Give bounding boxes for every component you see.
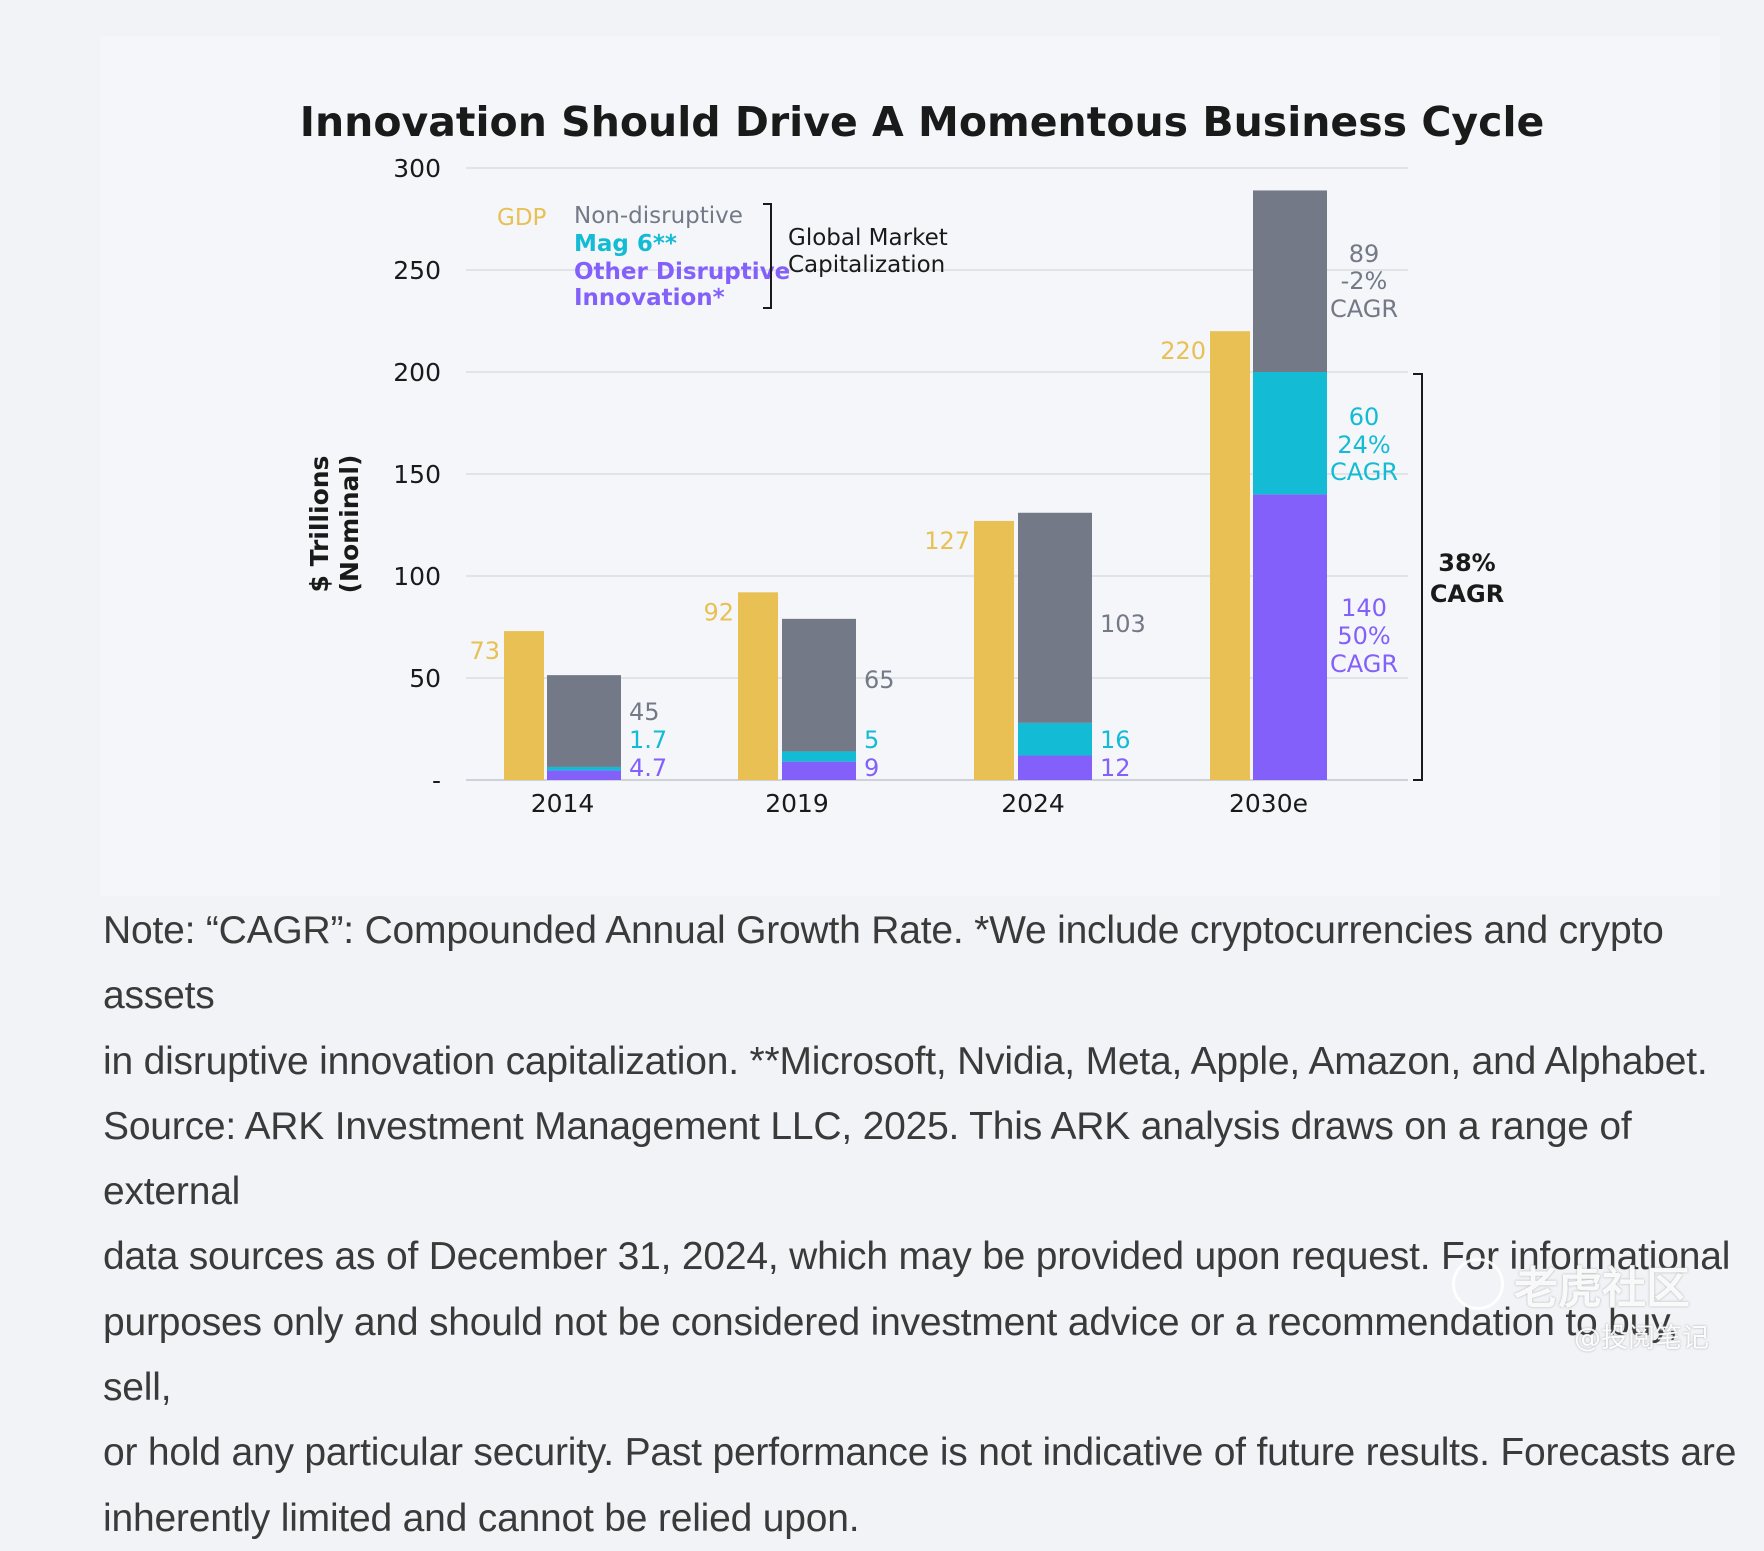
other-disruptive-bar-segment <box>782 761 856 780</box>
mag6-value-label: 24% <box>1337 431 1390 459</box>
chart-svg: Innovation Should Drive A Momentous Busi… <box>300 98 1545 818</box>
y-tick-label: 200 <box>393 358 441 387</box>
y-axis-ticks: 300 250 200 150 100 50 - <box>393 154 441 795</box>
y-axis-title: $ Trillions (Nominal) <box>305 455 364 594</box>
other-disruptive-value-label: 9 <box>864 754 879 782</box>
mag6-bar-segment <box>547 766 621 771</box>
cagr-bracket <box>1413 373 1423 781</box>
mag6-bar-segment <box>782 751 856 762</box>
other-disruptive-bar-segment <box>1018 755 1092 780</box>
legend-bracket <box>763 203 772 309</box>
non-disruptive-value-label: 103 <box>1100 610 1146 638</box>
x-tick-label: 2030e <box>1229 789 1308 818</box>
other-disruptive-value-label: 50% <box>1337 622 1390 650</box>
footnote-line: Source: ARK Investment Management LLC, 2… <box>103 1104 1632 1214</box>
mag6-value-label: CAGR <box>1330 458 1398 486</box>
mag6-value-label: 1.7 <box>629 726 667 754</box>
y-tick-label: 300 <box>393 154 441 183</box>
gdp-bar <box>1210 331 1250 780</box>
other-disruptive-value-label: 140 <box>1341 594 1387 622</box>
non-disruptive-bar-segment <box>1253 190 1327 372</box>
other-disruptive-bar-segment <box>547 770 621 780</box>
y-axis-title-line2: (Nominal) <box>335 455 364 594</box>
value-labels: 7392127220451.74.76559103161289-2%CAGR60… <box>469 240 1398 782</box>
gdp-value-label: 127 <box>924 527 970 555</box>
non-disruptive-bar-segment <box>1018 512 1092 723</box>
x-axis-ticks: 2014 2019 2024 2030e <box>531 789 1308 818</box>
legend-mag6: Mag 6** <box>574 231 677 257</box>
gridlines <box>466 167 1408 781</box>
bars <box>504 190 1327 780</box>
other-disruptive-value-label: 12 <box>1100 754 1131 782</box>
footnote-line: inherently limited and cannot be relied … <box>103 1496 860 1540</box>
gdp-value-label: 220 <box>1160 337 1206 365</box>
y-tick-label: 50 <box>409 664 441 693</box>
cagr-bracket-label-line2: CAGR <box>1430 580 1504 608</box>
non-disruptive-bar-segment <box>782 618 856 752</box>
gdp-bar <box>738 592 778 780</box>
y-tick-label: 100 <box>393 562 441 591</box>
legend-gdp: GDP <box>497 205 547 231</box>
cagr-bracket-label-line1: 38% <box>1438 549 1495 577</box>
footnote-line: purposes only and should not be consider… <box>103 1300 1679 1410</box>
other-disruptive-value-label: CAGR <box>1330 650 1398 678</box>
footnote-line: data sources as of December 31, 2024, wh… <box>103 1235 1731 1279</box>
footnote-line: or hold any particular security. Past pe… <box>103 1431 1737 1475</box>
non-disruptive-value-label: CAGR <box>1330 295 1398 323</box>
footnote-line: in disruptive innovation capitalization.… <box>103 1039 1708 1083</box>
legend: GDP Non-disruptive Mag 6** Other Disrupt… <box>497 203 948 311</box>
x-tick-label: 2014 <box>531 789 595 818</box>
gdp-bar <box>974 520 1014 780</box>
other-disruptive-value-label: 4.7 <box>629 754 667 782</box>
mag6-bar-segment <box>1018 722 1092 756</box>
legend-other-line2: Innovation* <box>574 285 725 311</box>
y-tick-label: 250 <box>393 256 441 285</box>
y-tick-label: 150 <box>393 460 441 489</box>
gdp-value-label: 92 <box>703 598 734 626</box>
mag6-value-label: 5 <box>864 726 879 754</box>
legend-group-line2: Capitalization <box>788 252 945 278</box>
y-axis-title-line1: $ Trillions <box>305 456 334 593</box>
non-disruptive-bar-segment <box>547 675 621 767</box>
gdp-value-label: 73 <box>469 637 500 665</box>
y-tick-label: - <box>432 766 441 795</box>
footnote: Note: “CAGR”: Compounded Annual Growth R… <box>103 898 1743 1551</box>
mag6-value-label: 16 <box>1100 726 1131 754</box>
chart-panel: Innovation Should Drive A Momentous Busi… <box>100 36 1720 896</box>
non-disruptive-value-label: 89 <box>1349 240 1380 268</box>
footnote-line: Note: “CAGR”: Compounded Annual Growth R… <box>103 909 1664 1018</box>
x-tick-label: 2019 <box>765 789 829 818</box>
mag6-value-label: 60 <box>1349 403 1380 431</box>
legend-non-disruptive: Non-disruptive <box>574 203 743 229</box>
gdp-bar <box>504 631 544 780</box>
mag6-bar-segment <box>1253 372 1327 495</box>
non-disruptive-value-label: 65 <box>864 666 895 694</box>
non-disruptive-value-label: -2% <box>1341 267 1388 295</box>
x-tick-label: 2024 <box>1001 789 1065 818</box>
chart-title: Innovation Should Drive A Momentous Busi… <box>300 98 1545 146</box>
legend-other-line1: Other Disruptive <box>574 259 790 285</box>
legend-group-line1: Global Market <box>788 225 948 251</box>
other-disruptive-bar-segment <box>1253 494 1327 780</box>
non-disruptive-value-label: 45 <box>629 698 660 726</box>
